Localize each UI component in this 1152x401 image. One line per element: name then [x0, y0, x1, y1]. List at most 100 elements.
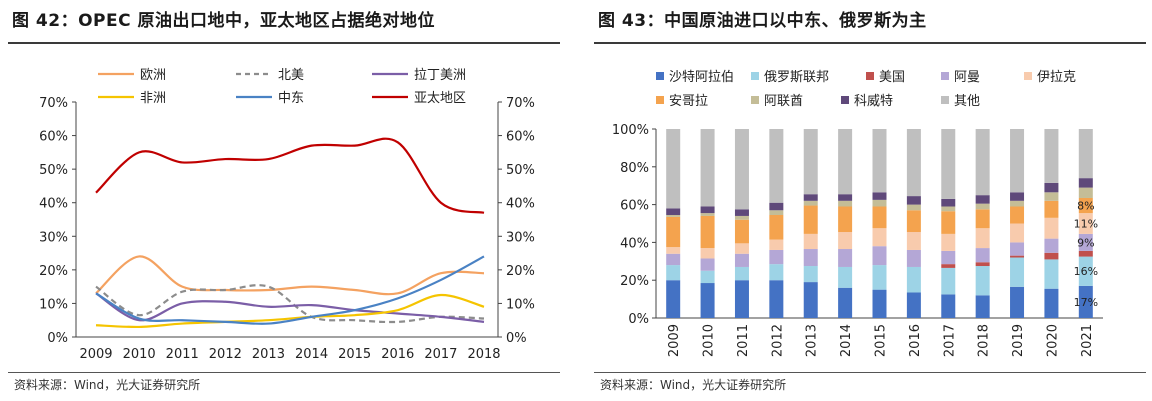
x-tick-label: 2012	[209, 347, 242, 362]
bar-segment-9	[734, 129, 749, 210]
right-y-tick-label: 40%	[506, 197, 535, 212]
bar-segment-7	[1010, 200, 1025, 207]
legend-swatch-6	[656, 96, 664, 104]
bar-segment-2	[803, 266, 818, 283]
y-tick-label: 20%	[620, 274, 649, 289]
bar-segment-2	[838, 266, 853, 288]
bar-segment-6	[906, 210, 921, 233]
bar-segment-4	[1010, 242, 1025, 256]
x-tick-label: 2013	[805, 324, 820, 357]
bar-segment-3	[1010, 255, 1025, 258]
bar-segment-2	[666, 265, 681, 281]
bar-segment-6	[941, 211, 956, 234]
bar-segment-5	[872, 228, 887, 247]
bar-segment-3	[941, 264, 956, 268]
legend-swatch-7	[751, 96, 759, 104]
legend-swatch-1	[656, 72, 664, 80]
x-tick-label: 2020	[1045, 324, 1060, 357]
legend-label-3: 拉丁美洲	[414, 68, 466, 83]
right-chart-title: 图 43：中国原油进口以中东、俄罗斯为主	[598, 11, 927, 31]
series-line-2	[95, 284, 485, 324]
bar-segment-7	[1078, 187, 1093, 198]
legend-label-1: 沙特阿拉伯	[669, 70, 734, 85]
bar-segment-7	[838, 200, 853, 207]
bar-segment-4	[1044, 238, 1059, 253]
bar-segment-1	[1010, 286, 1025, 318]
right-y-tick-label: 60%	[506, 130, 535, 145]
legend-swatch-5	[1024, 72, 1032, 80]
x-tick-label: 2009	[79, 347, 112, 362]
left-y-tick-label: 50%	[39, 163, 68, 178]
bar-segment-6	[734, 219, 749, 244]
bar-segment-8	[872, 192, 887, 200]
bar-segment-1	[1078, 285, 1093, 318]
bar-segment-8	[769, 202, 784, 211]
bar-segment-3	[975, 262, 990, 267]
bar-segment-6	[838, 206, 853, 233]
x-tick-label: 2015	[874, 324, 889, 357]
left-y-tick-label: 30%	[39, 230, 68, 245]
bar-segment-4	[803, 249, 818, 267]
right-y-tick-label: 0%	[506, 331, 527, 346]
bar-segment-8	[1044, 182, 1059, 193]
bar-segment-1	[838, 287, 853, 318]
bar-segment-5	[769, 239, 784, 250]
legend-label-2: 北美	[278, 68, 304, 83]
bar-segment-5	[803, 233, 818, 250]
legend-label-4: 阿曼	[954, 70, 980, 85]
bar-segment-7	[666, 214, 681, 217]
bar-segment-6	[1044, 200, 1059, 218]
bar-segment-7	[803, 200, 818, 206]
bar-segment-6	[666, 216, 681, 248]
bar-segment-7	[975, 203, 990, 210]
bar-segment-8	[700, 206, 715, 214]
x-tick-label: 2010	[123, 347, 156, 362]
bar-segment-9	[872, 129, 887, 193]
bar-segment-9	[666, 129, 681, 209]
x-tick-label: 2013	[252, 347, 285, 362]
left-y-tick-label: 40%	[39, 197, 68, 212]
x-tick-label: 2017	[942, 324, 957, 357]
right-chart-panel: 图 43：中国原油进口以中东、俄罗斯为主 0% 20% 40% 60% 80% 100% 2…	[586, 0, 1152, 401]
data-label-4: 11%	[1074, 218, 1098, 231]
bar-segment-2	[1078, 256, 1093, 286]
legend-label-5: 伊拉克	[1037, 70, 1076, 85]
left-chart-title: 图 42：OPEC 原油出口地中，亚太地区占据绝对地位	[12, 11, 435, 31]
bar-segment-4	[1078, 233, 1093, 251]
bar-segment-7	[872, 199, 887, 207]
bar-segment-5	[941, 233, 956, 251]
bar-segment-4	[700, 258, 715, 271]
data-label-5: 8%	[1077, 200, 1094, 213]
bar-segment-2	[872, 265, 887, 290]
bar-segment-1	[1044, 288, 1059, 318]
left-chart-panel: 图 42：OPEC 原油出口地中，亚太地区占据绝对地位 0% 0% 10% 10% 20…	[0, 0, 566, 401]
x-tick-label: 2011	[736, 324, 751, 357]
legend-label-8: 科威特	[854, 94, 893, 109]
left-y-tick-label: 70%	[39, 96, 68, 111]
bar-segment-6	[1010, 206, 1025, 224]
left-y-tick-label: 20%	[39, 264, 68, 279]
right-y-tick-label: 50%	[506, 163, 535, 178]
right-y-tick-label: 70%	[506, 96, 535, 111]
right-footer-divider	[594, 372, 1146, 373]
bar-segment-9	[1044, 129, 1059, 183]
bar-segment-4	[906, 249, 921, 267]
legend-swatch-3	[866, 72, 874, 80]
bar-segment-7	[769, 210, 784, 215]
bar-segment-5	[838, 232, 853, 250]
data-label-3: 9%	[1077, 236, 1094, 249]
series-line-6	[95, 137, 485, 214]
bar-segment-4	[872, 246, 887, 266]
bar-segment-1	[975, 295, 990, 318]
bar-segment-5	[1044, 217, 1059, 239]
legend-label-2: 俄罗斯联邦	[764, 70, 829, 85]
bar-segment-8	[1010, 192, 1025, 201]
bar-segment-8	[906, 196, 921, 205]
bar-segment-7	[906, 204, 921, 211]
bar-segment-1	[700, 283, 715, 318]
bar-segment-9	[769, 129, 784, 203]
line-chart: 0% 0% 10% 10% 20% 20% 30% 30% 40% 40% 50% 50% 60% 60%…	[39, 68, 535, 362]
bar-segment-1	[734, 280, 749, 318]
y-tick-label: 0%	[628, 312, 649, 327]
x-tick-label: 2018	[467, 347, 500, 362]
